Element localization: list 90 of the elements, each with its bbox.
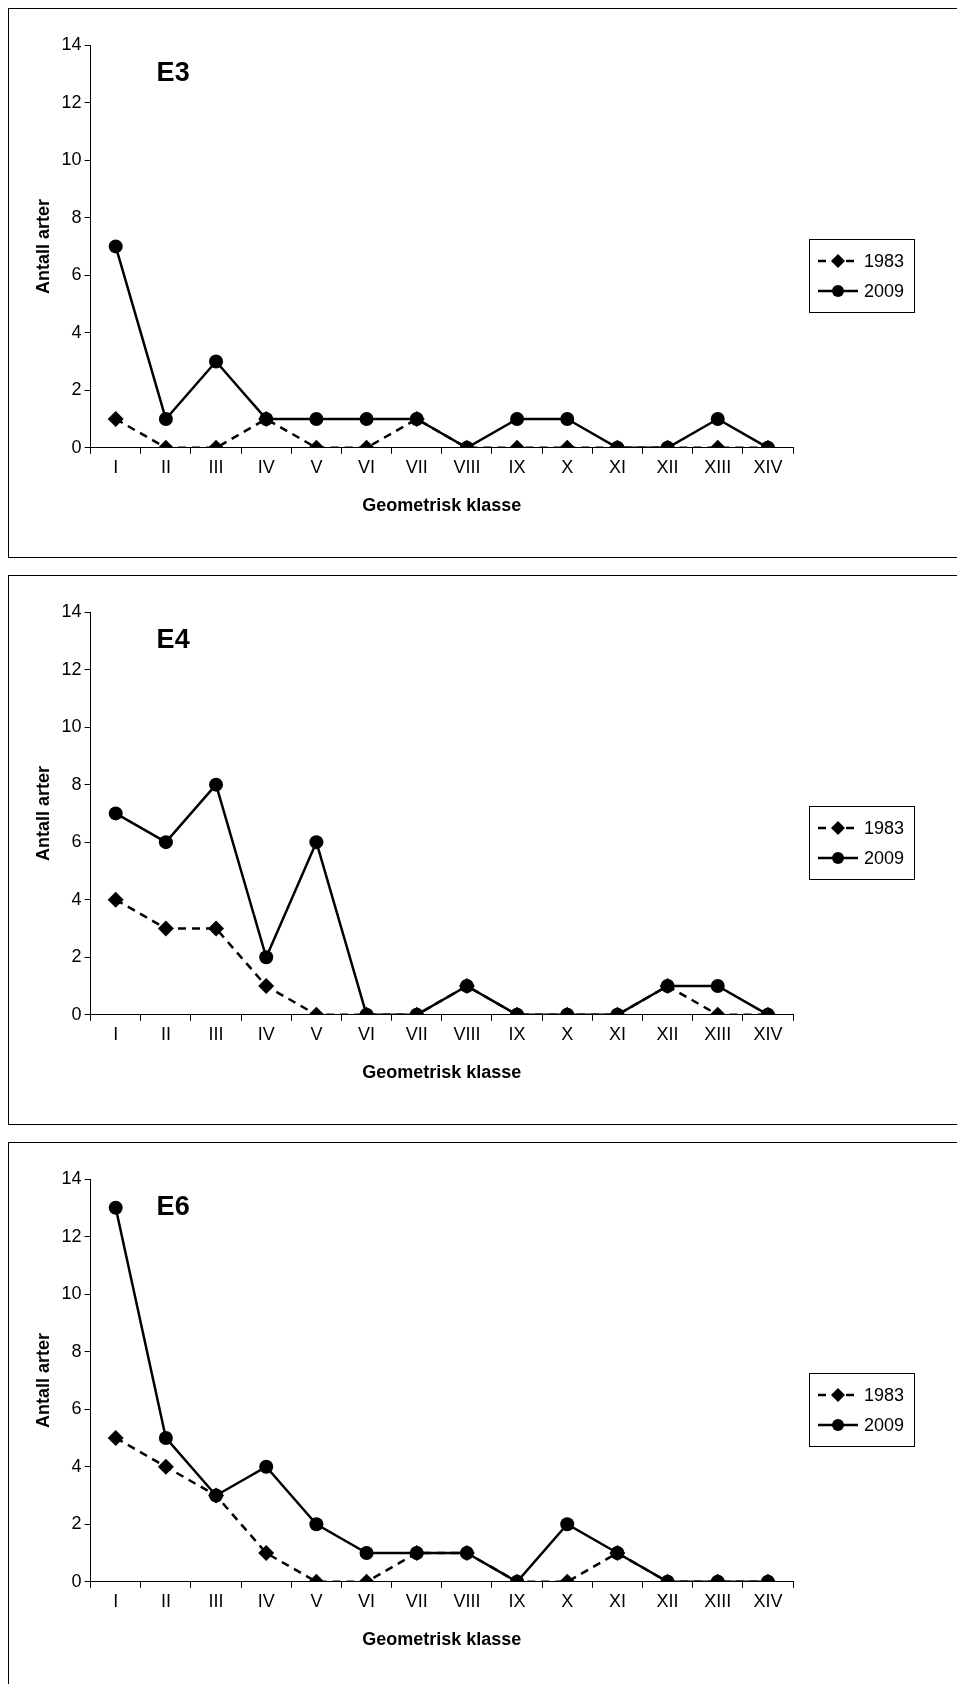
x-tick-label: XII [656,1023,679,1044]
y-tick-label: 2 [71,1513,82,1534]
x-tick-label: VI [358,1590,376,1611]
y-tick-label: 6 [71,264,82,285]
x-tick-label: II [160,1023,171,1044]
x-tick-label: XIV [753,1023,783,1044]
point [560,1517,575,1532]
y-tick-label: 0 [71,1003,82,1024]
y-tick-label: 12 [61,91,82,112]
point [107,1429,124,1446]
chart-title: E6 [156,1191,190,1221]
y-tick-label: 14 [61,600,82,621]
y-tick-label: 4 [71,888,82,909]
point [158,1430,173,1445]
y-tick-label: 14 [61,33,82,54]
y-tick-label: 12 [61,658,82,679]
legend-label: 2009 [864,847,905,869]
x-tick-label: XI [608,456,626,477]
x-tick-label: IX [508,1590,526,1611]
x-tick-label: II [160,1590,171,1611]
y-tick-label: 8 [71,773,82,794]
x-tick-label: III [208,1590,224,1611]
x-axis-title: Geometrisk klasse [362,1062,522,1083]
x-tick-label: XI [608,1023,626,1044]
legend-label: 1983 [864,817,905,839]
legend-label: 1983 [864,1384,905,1406]
x-tick-label: IX [508,456,526,477]
x-tick-label: X [561,1590,574,1611]
x-tick-label: XIII [704,1023,732,1044]
point [157,1458,174,1475]
x-tick-label: VII [405,456,428,477]
x-tick-label: XIV [753,1590,783,1611]
x-tick-label: IX [508,1023,526,1044]
x-axis-title: Geometrisk klasse [362,1629,522,1650]
point [108,1200,123,1215]
x-tick-label: II [160,456,171,477]
y-tick-label: 10 [61,149,82,170]
y-axis-title: Antall arter [32,198,53,294]
y-tick-label: 6 [71,831,82,852]
x-tick-label: V [310,1590,323,1611]
x-axis-title: Geometrisk klasse [362,495,522,516]
x-tick-label: X [561,456,574,477]
x-tick-label: IV [257,1590,275,1611]
y-tick-label: 8 [71,206,82,227]
x-tick-label: XII [656,1590,679,1611]
point [259,1459,274,1474]
x-tick-label: VIII [453,1023,481,1044]
x-tick-label: VII [405,1023,428,1044]
y-axis-title: Antall arter [32,765,53,861]
point [359,1546,374,1561]
x-tick-label: IV [257,1023,275,1044]
x-tick-label: I [113,1023,119,1044]
x-tick-label: V [310,456,323,477]
x-tick-label: XII [656,456,679,477]
y-tick-label: 0 [71,1570,82,1591]
y-tick-label: 12 [61,1225,82,1246]
x-tick-label: XIII [704,1590,732,1611]
legend-label: 2009 [864,280,905,302]
y-tick-label: 4 [71,1455,82,1476]
legend-label: 2009 [864,1414,905,1436]
x-tick-label: VI [358,456,376,477]
y-tick-label: 4 [71,321,82,342]
x-tick-label: V [310,1023,323,1044]
chart-title: E4 [156,624,190,654]
y-tick-label: 8 [71,1340,82,1361]
y-axis-title: Antall arter [32,1332,53,1428]
x-tick-label: I [113,456,119,477]
x-tick-label: XI [608,1590,626,1611]
y-tick-label: 0 [71,436,82,457]
y-tick-label: 2 [71,379,82,400]
x-tick-label: III [208,1023,224,1044]
x-tick-label: I [113,1590,119,1611]
x-tick-label: X [561,1023,574,1044]
legend-label: 1983 [864,250,905,272]
chart-title: E3 [156,57,190,87]
y-tick-label: 10 [61,716,82,737]
point [258,1545,275,1562]
x-tick-label: XIV [753,456,783,477]
y-tick-label: 10 [61,1283,82,1304]
point [309,1517,324,1532]
x-tick-label: VII [405,1590,428,1611]
x-tick-label: VIII [453,1590,481,1611]
x-tick-label: VI [358,1023,376,1044]
y-tick-label: 6 [71,1398,82,1419]
y-tick-label: 2 [71,946,82,967]
x-tick-label: III [208,456,224,477]
y-tick-label: 14 [61,1167,82,1188]
x-tick-label: VIII [453,456,481,477]
x-tick-label: XIII [704,456,732,477]
x-tick-label: IV [257,456,275,477]
